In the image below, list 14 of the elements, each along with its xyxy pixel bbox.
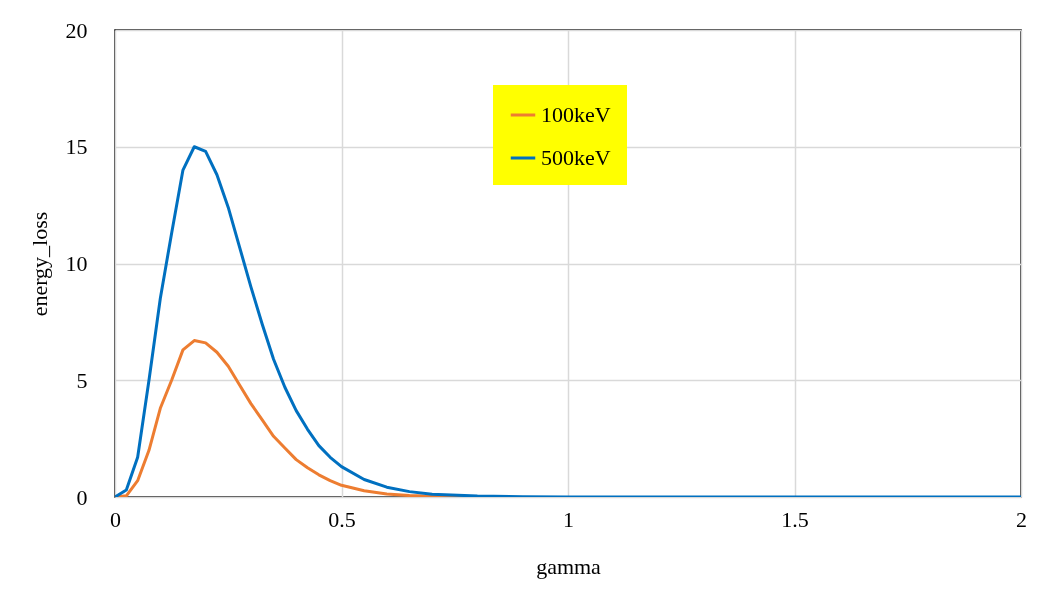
y-tick-label: 20	[65, 17, 88, 43]
x-tick-label: 1.5	[781, 506, 809, 532]
x-tick-label: 2	[1016, 506, 1027, 532]
y-tick-label: 0	[76, 484, 88, 510]
legend-label: 100keV	[541, 102, 611, 127]
x-axis-title: gamma	[536, 553, 602, 579]
x-tick-label: 1	[563, 506, 574, 532]
y-axis-title: energy_loss	[26, 211, 52, 317]
y-tick-label: 15	[65, 134, 88, 160]
x-tick-label: 0	[110, 506, 121, 532]
x-tick-label: 0.5	[328, 506, 356, 532]
y-tick-label: 5	[76, 367, 88, 393]
y-tick-label: 10	[65, 251, 88, 276]
legend-label: 500keV	[541, 145, 611, 170]
